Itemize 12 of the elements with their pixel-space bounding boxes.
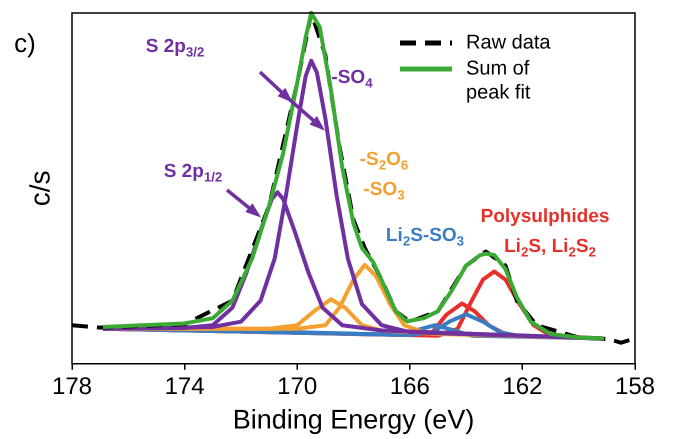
annotation: Polysulphides [480,206,610,228]
text: c) [14,28,36,58]
x-tick-label: 166 [390,372,430,400]
x-axis-title: Binding Energy (eV) [232,404,474,434]
x-tick-label: 174 [164,372,205,400]
y-axis-title: c/s [24,170,56,206]
x-tick-label: 170 [277,372,318,400]
x-tick-label: 162 [502,372,542,400]
x-tick-label: 178 [52,372,92,400]
x-tick-label: 158 [614,372,656,400]
legend-label: Sum of peak fit [466,58,531,104]
legend-label: Raw data [466,32,552,54]
